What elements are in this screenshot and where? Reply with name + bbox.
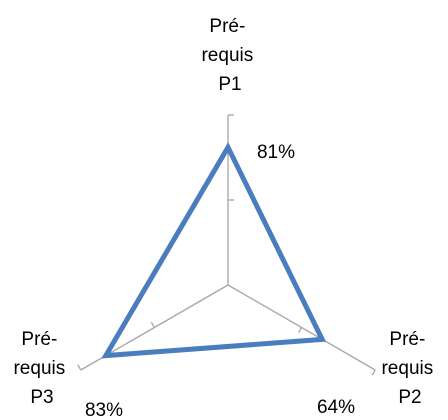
data-label-p1: 81% bbox=[257, 142, 295, 163]
axis-tick-3-1 bbox=[150, 321, 155, 328]
axis-tick-3-2 bbox=[77, 364, 82, 371]
radar-axes bbox=[80, 115, 376, 371]
data-label-p3: 83% bbox=[85, 400, 123, 420]
category-label-p1: Pré- requis P1 bbox=[201, 16, 258, 95]
category-label-p2: Pré- requis P2 bbox=[381, 329, 438, 408]
series-polygon bbox=[101, 142, 327, 359]
axis-tick-2-1 bbox=[298, 327, 303, 334]
category-label-p3: Pré- requis P3 bbox=[13, 329, 70, 408]
radar-axis-ticks bbox=[77, 114, 376, 376]
axis-tick-2-2 bbox=[371, 369, 376, 376]
data-label-p2: 64% bbox=[317, 397, 355, 418]
